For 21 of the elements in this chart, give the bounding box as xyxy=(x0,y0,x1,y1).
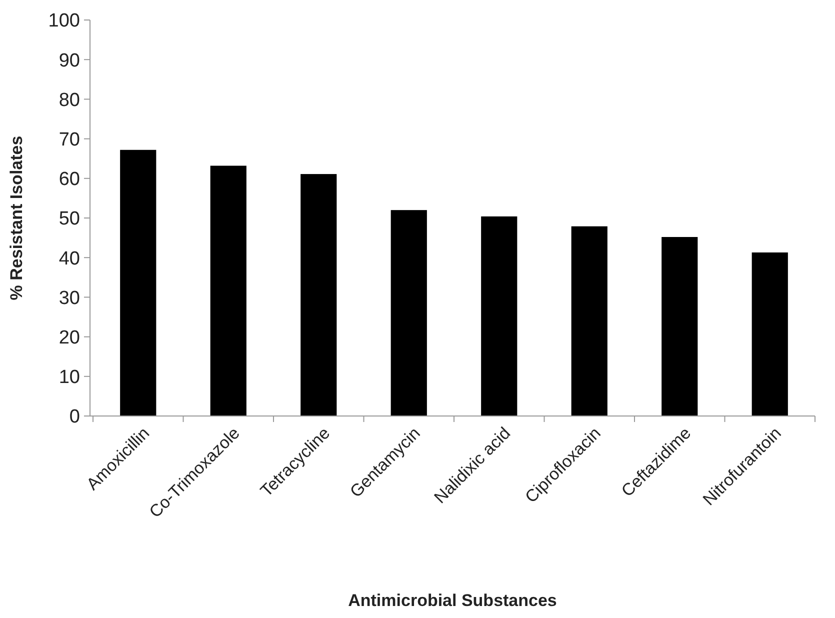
x-axis-title: Antimicrobial Substances xyxy=(348,591,557,610)
y-tick-label: 90 xyxy=(58,50,80,72)
bar xyxy=(752,252,788,416)
y-tick-label: 100 xyxy=(48,10,80,32)
y-tick-label: 80 xyxy=(58,90,80,111)
y-tick-label: 50 xyxy=(58,208,80,230)
bar xyxy=(662,237,698,416)
y-axis-title: % Resistant Isolates xyxy=(7,136,26,300)
y-tick-label: 20 xyxy=(58,327,80,348)
bar xyxy=(571,226,608,416)
y-tick-label: 70 xyxy=(58,129,80,150)
bar xyxy=(300,174,337,416)
bar xyxy=(481,216,518,416)
bar xyxy=(120,150,156,416)
y-tick-label: 30 xyxy=(58,288,80,309)
bar xyxy=(390,210,427,416)
y-tick-label: 40 xyxy=(58,248,80,270)
y-tick-label: 0 xyxy=(69,406,80,428)
y-tick-label: 60 xyxy=(58,169,80,190)
bar xyxy=(210,166,246,416)
y-tick-label: 10 xyxy=(58,367,80,388)
